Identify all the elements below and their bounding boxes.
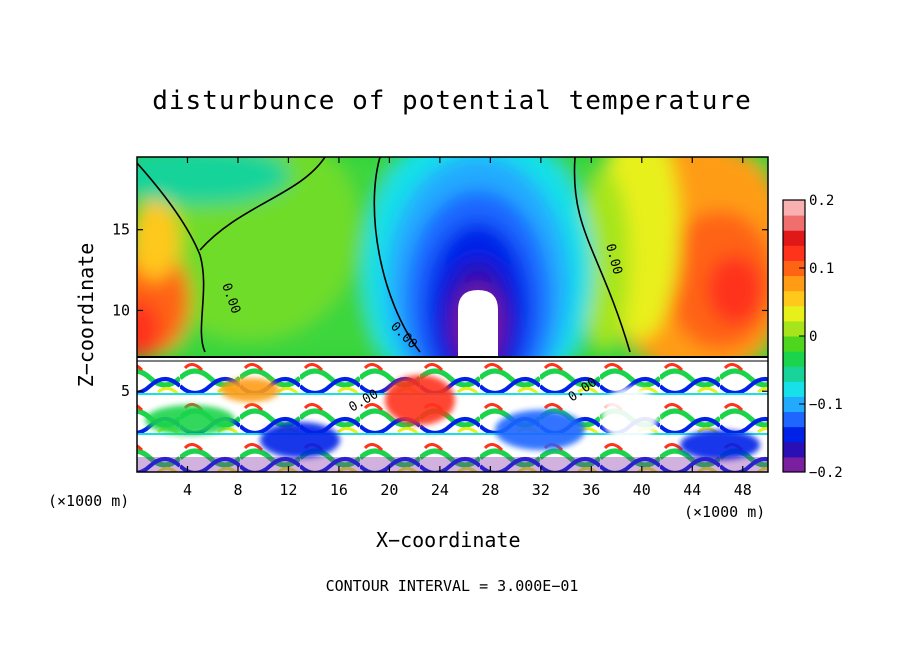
y-tick-label: 15 [112,221,130,239]
x-tick-label: 44 [683,481,701,499]
colorbar-swatch [783,441,805,458]
x-unit-right: (×1000 m) [684,503,766,521]
x-tick-label: 20 [380,481,398,499]
x-tick-label: 4 [183,481,192,499]
x-tick-label: 24 [431,481,449,499]
colorbar-swatch [783,275,805,292]
x-tick-label: 8 [233,481,242,499]
colorbar-swatch [783,305,805,322]
x-unit-left: (×1000 m) [48,492,130,510]
plot-frame [136,156,769,473]
colorbar-swatch [783,230,805,246]
colorbar-tick-label: 0 [809,329,817,345]
colorbar-swatch [783,336,805,352]
y-tick-label: 5 [121,382,130,400]
colorbar-swatch [783,366,805,382]
chart-title: disturbunce of potential temperature [152,86,752,116]
colorbar-ticks: −0.2 −0.1 0 0.1 0.2 [799,193,843,481]
colorbar-swatch [783,215,805,231]
y-axis-label: Z−coordinate [74,242,98,388]
colorbar-swatch [783,290,805,307]
x-axis: 4 8 12 16 20 24 28 32 36 40 44 48 [183,157,752,499]
x-tick-label: 36 [582,481,600,499]
colorbar-swatch [783,351,805,367]
colorbar-swatch [783,396,805,413]
heatmap-field: 0.00 0.00 0.00 0.00 0.00 [137,157,768,472]
x-tick-label: 28 [481,481,499,499]
x-axis-label: X−coordinate [376,528,521,552]
x-tick-label: 12 [279,481,297,499]
colorbar-swatch [783,411,805,428]
colorbar-swatch [783,245,805,261]
x-tick-label: 40 [633,481,651,499]
colorbar-swatch [783,456,805,473]
y-tick-label: 10 [112,301,130,319]
colorbar-swatch [783,320,805,337]
colorbar [783,200,805,473]
colorbar-tick-label: −0.1 [809,397,843,413]
colorbar-tick-label: −0.2 [809,465,843,481]
x-tick-label: 48 [734,481,752,499]
contour-interval: CONTOUR INTERVAL = 3.000E−01 [325,577,579,595]
x-tick-label: 16 [330,481,348,499]
colorbar-tick-label: 0.2 [809,193,834,209]
colorbar-tick-label: 0.1 [809,261,834,277]
colorbar-swatch [783,200,805,216]
contour-lines [137,157,768,362]
x-tick-label: 32 [532,481,550,499]
colorbar-swatch [783,381,805,397]
colorbar-swatch [783,260,805,277]
colorbar-swatch [783,426,805,443]
y-axis: 5 10 15 [112,221,768,400]
